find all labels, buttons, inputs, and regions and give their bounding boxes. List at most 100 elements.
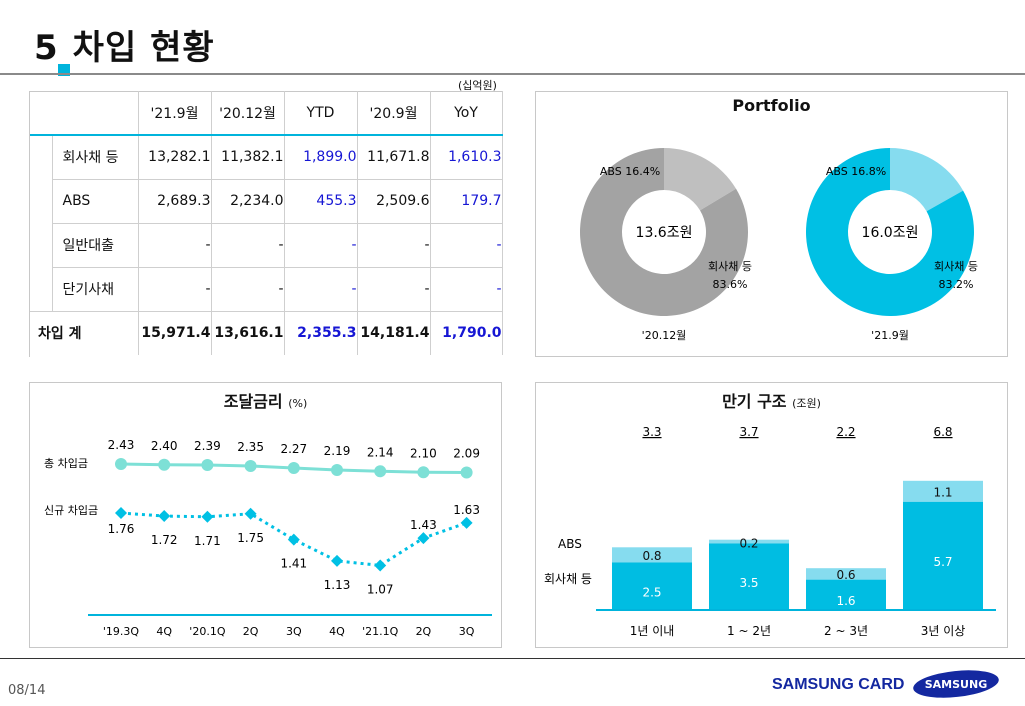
series-point xyxy=(158,510,171,523)
table-cell: - xyxy=(284,223,358,268)
data-label: 1.43 xyxy=(410,518,437,532)
series-point xyxy=(417,466,430,479)
footer-divider xyxy=(0,658,1025,659)
rates-panel xyxy=(29,382,502,648)
series-point xyxy=(331,464,343,476)
row-label: 회사채 등 xyxy=(52,135,139,180)
x-tick-label: 3년 이상 xyxy=(921,624,966,638)
table-header-row: '21.9월 '20.12월 YTD '20.9월 YoY xyxy=(30,91,503,136)
x-tick-label: 3Q xyxy=(459,625,475,638)
donut-center-label: 16.0조원 xyxy=(862,225,919,241)
table-cell: - xyxy=(430,223,503,268)
data-label: 2.27 xyxy=(280,442,307,456)
series-point xyxy=(287,462,300,474)
data-label: 1.76 xyxy=(108,522,135,536)
series-point xyxy=(374,559,387,572)
table-cell: - xyxy=(357,223,431,268)
table-cell: 11,382.1 xyxy=(211,135,285,180)
table-cell: - xyxy=(211,223,285,268)
bar-segment xyxy=(903,480,983,502)
svg-text:SAMSUNG: SAMSUNG xyxy=(925,678,987,691)
bar-value-label: 5.7 xyxy=(933,555,952,569)
table-row: ABS 2,689.3 2,234.0 455.3 2,509.6 179.7 xyxy=(30,179,503,224)
bar-value-label: 0.2 xyxy=(739,537,758,551)
bar-segment xyxy=(709,539,789,544)
series-point xyxy=(201,459,214,471)
page-title: 5 차입 현황 xyxy=(34,20,215,69)
total-cell: 14,181.4 xyxy=(357,311,431,355)
bar-value-label: 1.6 xyxy=(836,594,855,608)
rates-line-chart: 2.43 2.40 2.39 2.35 2.27 2.19 2.14 2.10 2.09 총 차입… xyxy=(44,438,492,638)
table-unit: (십억원) xyxy=(458,79,497,92)
bar-segment xyxy=(903,501,983,610)
series-point xyxy=(374,465,387,478)
series-point xyxy=(331,554,343,567)
series-point xyxy=(460,516,473,529)
rates-unit: (%) xyxy=(288,397,308,410)
data-label: 2.09 xyxy=(453,447,480,461)
bar-total-label: 6.8 xyxy=(933,425,952,439)
x-tick-label: 4Q xyxy=(329,625,345,638)
donut-center-label: 13.6조원 xyxy=(636,225,693,241)
total-cell: 13,616.1 xyxy=(211,311,285,355)
table-cell: 2,234.0 xyxy=(211,179,285,224)
table-cell: - xyxy=(357,267,431,312)
portfolio-donuts: 13.6조원 ABS 16.4% 회사채 등 83.6% '20.12월 16.0조원 AB… xyxy=(580,148,978,342)
bar-value-label: 3.5 xyxy=(739,576,758,590)
total-cell: 2,355.3 xyxy=(284,311,358,355)
donut-slice-label: ABS 16.4% xyxy=(600,165,660,178)
total-cell: 1,790.0 xyxy=(430,311,503,355)
donut-slice xyxy=(806,148,974,316)
debt-table: '21.9월 '20.12월 YTD '20.9월 YoY 회사채 등 13,2… xyxy=(30,91,503,355)
samsung-logo: SAMSUNG xyxy=(913,670,999,698)
bar-total-label: 3.3 xyxy=(642,425,661,439)
donut-period-label: '21.9월 xyxy=(871,329,909,342)
section-number: 5 xyxy=(34,28,59,68)
data-label: 2.40 xyxy=(151,439,178,453)
table-cell: 179.7 xyxy=(430,179,503,224)
bar-segment xyxy=(612,547,692,563)
row-label: 일반대출 xyxy=(52,223,139,268)
table-cell: 2,509.6 xyxy=(357,179,431,224)
donut-slice-label: 83.2% xyxy=(939,278,974,291)
x-tick-label: 2Q xyxy=(243,625,259,638)
x-tick-label: 4Q xyxy=(156,625,172,638)
table-cell: 455.3 xyxy=(284,179,358,224)
data-label: 2.10 xyxy=(410,446,437,460)
data-label: 2.43 xyxy=(108,438,135,452)
x-tick-label: 3Q xyxy=(286,625,302,638)
table-cell: 11,671.8 xyxy=(357,135,431,180)
table-total-row: 차입 계 15,971.4 13,616.1 2,355.3 14,181.4 … xyxy=(30,311,503,355)
total-cell: 15,971.4 xyxy=(138,311,212,355)
bar-segment xyxy=(806,579,886,610)
row-label: 단기사채 xyxy=(52,267,139,312)
bar-value-label: 0.8 xyxy=(642,549,661,563)
x-tick-label: 2Q xyxy=(416,625,432,638)
table-cell: - xyxy=(138,223,212,268)
donut-slice-label: ABS 16.8% xyxy=(826,165,886,178)
data-label: 2.14 xyxy=(367,445,394,459)
x-tick-label: 2 ~ 3년 xyxy=(824,624,868,638)
data-label: 1.75 xyxy=(237,531,264,545)
col-header: '20.12월 xyxy=(211,91,285,136)
title-divider xyxy=(0,73,1025,75)
data-label: 1.13 xyxy=(324,578,351,592)
maturity-unit: (조원) xyxy=(792,397,821,410)
series-name: 총 차입금 xyxy=(44,457,88,470)
data-label: 1.63 xyxy=(453,503,480,517)
bar-segment xyxy=(709,543,789,610)
table-cell: - xyxy=(430,267,503,312)
x-tick-label: '19.3Q xyxy=(103,625,140,638)
total-label: 차입 계 xyxy=(30,311,139,355)
portfolio-title: Portfolio xyxy=(732,96,811,115)
data-label: 2.19 xyxy=(324,444,351,458)
series-name: 회사채 등 xyxy=(544,572,592,586)
table-cell: 13,282.1 xyxy=(138,135,212,180)
bar-total-label: 3.7 xyxy=(739,425,758,439)
series-point xyxy=(244,460,257,472)
bar-segment xyxy=(806,568,886,580)
donut-slice xyxy=(890,148,964,212)
table-row: 단기사채 - - - - - xyxy=(30,267,503,312)
table-cell: 2,689.3 xyxy=(138,179,212,224)
series-line xyxy=(120,511,468,567)
